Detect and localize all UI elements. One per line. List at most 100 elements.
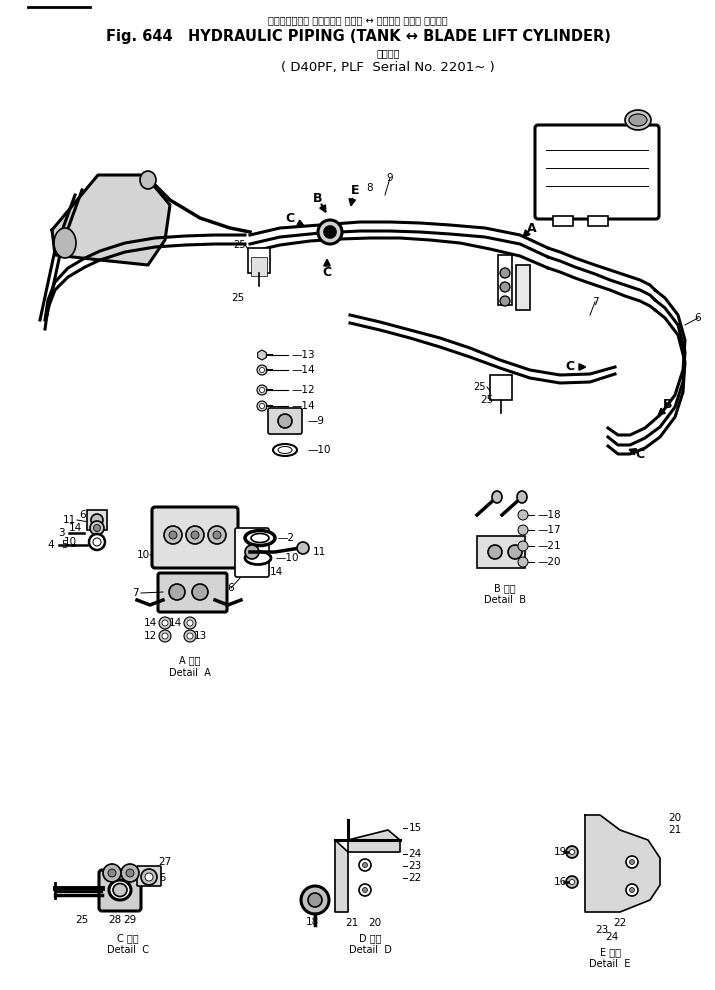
Bar xyxy=(490,375,512,400)
Circle shape xyxy=(245,545,259,559)
Text: —14: —14 xyxy=(292,365,315,375)
Text: 6: 6 xyxy=(227,583,235,593)
Text: E 部詳: E 部詳 xyxy=(599,947,621,957)
Text: B: B xyxy=(313,191,322,205)
Text: 12: 12 xyxy=(144,631,157,641)
Text: —12: —12 xyxy=(292,385,315,395)
Circle shape xyxy=(363,862,368,867)
Text: Detail  D: Detail D xyxy=(349,945,391,955)
Ellipse shape xyxy=(492,491,502,503)
Circle shape xyxy=(162,633,168,639)
FancyBboxPatch shape xyxy=(137,866,161,886)
Text: 4: 4 xyxy=(48,540,54,550)
Text: 16: 16 xyxy=(553,877,566,887)
Circle shape xyxy=(191,531,199,539)
Circle shape xyxy=(518,525,528,535)
Text: C: C xyxy=(566,360,575,373)
Circle shape xyxy=(518,541,528,551)
Text: 21: 21 xyxy=(669,825,681,835)
Text: Fig. 644   HYDRAULIC PIPING (TANK ↔ BLADE LIFT CYLINDER): Fig. 644 HYDRAULIC PIPING (TANK ↔ BLADE … xyxy=(106,30,611,45)
Ellipse shape xyxy=(517,491,527,503)
Bar xyxy=(477,536,525,568)
Bar xyxy=(553,216,573,226)
Text: 14: 14 xyxy=(168,618,182,628)
Text: 14: 14 xyxy=(144,618,157,628)
Ellipse shape xyxy=(245,551,271,564)
Circle shape xyxy=(500,282,510,292)
FancyBboxPatch shape xyxy=(152,507,238,568)
Text: —20: —20 xyxy=(537,557,561,567)
Text: 5: 5 xyxy=(61,540,67,550)
Text: 15: 15 xyxy=(408,823,422,833)
Polygon shape xyxy=(335,830,400,912)
Text: 適用号機: 適用号機 xyxy=(376,48,400,58)
Text: 20: 20 xyxy=(368,918,382,928)
Text: 10: 10 xyxy=(64,537,77,547)
Circle shape xyxy=(260,404,265,409)
Text: 26: 26 xyxy=(154,873,167,883)
Circle shape xyxy=(184,630,196,642)
Text: C 部詳: C 部詳 xyxy=(117,933,139,943)
Circle shape xyxy=(566,876,578,888)
Text: —9: —9 xyxy=(307,416,324,426)
Circle shape xyxy=(629,859,634,864)
Circle shape xyxy=(103,864,121,882)
Text: Detail  B: Detail B xyxy=(484,595,526,605)
Text: E: E xyxy=(351,183,359,196)
Circle shape xyxy=(500,296,510,306)
Circle shape xyxy=(93,538,101,546)
Text: ( D40PF, PLF  Serial No. 2201∼ ): ( D40PF, PLF Serial No. 2201∼ ) xyxy=(281,61,495,74)
Circle shape xyxy=(121,864,139,882)
Text: A: A xyxy=(527,222,537,235)
Text: 24: 24 xyxy=(606,932,618,942)
FancyBboxPatch shape xyxy=(535,125,659,219)
Text: —21: —21 xyxy=(537,541,561,551)
Circle shape xyxy=(260,367,265,372)
Circle shape xyxy=(278,414,292,428)
Circle shape xyxy=(566,846,578,858)
Circle shape xyxy=(257,401,267,411)
Circle shape xyxy=(488,545,502,559)
Text: 6: 6 xyxy=(695,313,701,323)
Text: 6: 6 xyxy=(79,510,87,520)
Text: Detail  A: Detail A xyxy=(169,668,211,678)
Text: ハイドロリック パイピング タンク ↔ ブレード リフト シリンダ: ハイドロリック パイピング タンク ↔ ブレード リフト シリンダ xyxy=(268,15,448,25)
Text: 14: 14 xyxy=(69,523,82,533)
Ellipse shape xyxy=(273,444,297,456)
Circle shape xyxy=(570,849,574,854)
Text: 23: 23 xyxy=(408,861,422,871)
Text: C: C xyxy=(285,212,295,225)
FancyBboxPatch shape xyxy=(235,528,269,577)
Polygon shape xyxy=(52,175,170,265)
Ellipse shape xyxy=(140,171,156,189)
Text: 28: 28 xyxy=(109,915,122,925)
Circle shape xyxy=(257,365,267,375)
Circle shape xyxy=(169,531,177,539)
Text: 25: 25 xyxy=(234,240,246,250)
Text: 11: 11 xyxy=(62,515,76,525)
Text: 19: 19 xyxy=(553,847,566,857)
Circle shape xyxy=(500,268,510,278)
Circle shape xyxy=(108,869,116,877)
Circle shape xyxy=(184,617,196,629)
Circle shape xyxy=(508,545,522,559)
Text: —2: —2 xyxy=(278,533,295,543)
Ellipse shape xyxy=(54,228,76,258)
Text: 18: 18 xyxy=(305,917,319,927)
Text: C: C xyxy=(322,265,332,278)
FancyBboxPatch shape xyxy=(268,408,302,434)
Text: —17: —17 xyxy=(537,525,561,535)
Text: —10: —10 xyxy=(307,445,330,455)
Bar xyxy=(248,248,270,273)
Text: 23: 23 xyxy=(596,925,608,935)
Circle shape xyxy=(94,525,101,532)
Circle shape xyxy=(186,526,204,544)
Circle shape xyxy=(359,859,371,871)
Text: 21: 21 xyxy=(345,918,359,928)
FancyBboxPatch shape xyxy=(158,573,227,612)
Text: 25: 25 xyxy=(232,293,245,303)
Circle shape xyxy=(187,620,193,626)
Circle shape xyxy=(626,856,638,868)
Circle shape xyxy=(126,869,134,877)
Circle shape xyxy=(145,873,153,881)
